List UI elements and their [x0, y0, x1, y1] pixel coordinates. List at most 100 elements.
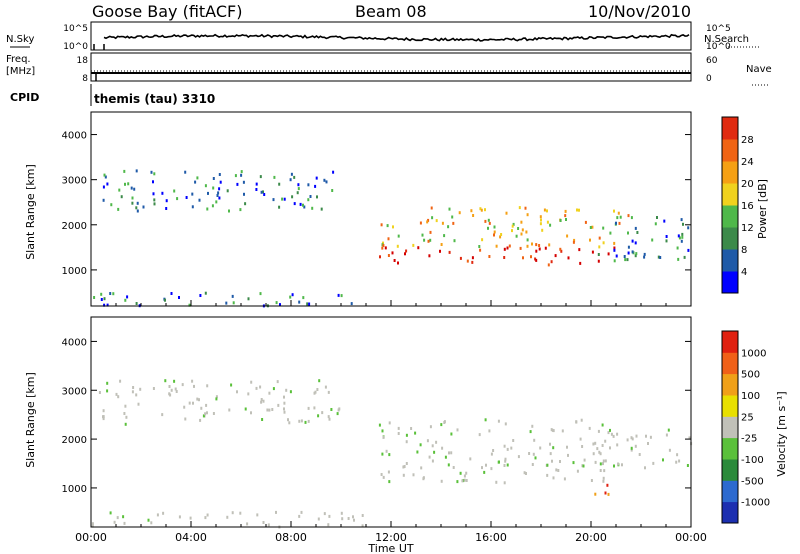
colorbar-cell	[722, 183, 738, 206]
scatter-cell	[452, 221, 455, 225]
scatter-cell	[572, 461, 575, 465]
scatter-cell	[300, 419, 303, 423]
scatter-cell	[557, 469, 560, 472]
scatter-cell	[609, 446, 611, 450]
scatter-cell	[532, 452, 535, 456]
colorbar-tick-label: 20	[741, 179, 754, 190]
scatter-cell	[402, 465, 405, 469]
scatter-cell	[91, 522, 94, 526]
freq-tick-bottom: 8	[82, 74, 88, 84]
colorbar-tick-label: 24	[741, 157, 754, 168]
scatter-cell	[278, 182, 281, 186]
scatter-cell	[150, 521, 153, 525]
scatter-cell	[262, 190, 264, 194]
scatter-cell	[504, 459, 507, 463]
scatter-cell	[635, 434, 638, 438]
scatter-cell	[627, 231, 629, 235]
scatter-cell	[630, 446, 633, 450]
scatter-cell	[341, 517, 344, 521]
noise-tick-right-bottom: 10^0	[706, 42, 731, 52]
velocity-colorbar: -1000 -500 -100 -25 25 100 500 1000	[721, 330, 770, 524]
scatter-cell	[552, 429, 555, 433]
scatter-cell	[490, 452, 493, 456]
scatter-cell	[621, 463, 623, 467]
scatter-cell	[427, 239, 430, 243]
scatter-cell	[535, 258, 538, 262]
scatter-cell	[281, 197, 284, 201]
scatter-cell	[405, 433, 408, 437]
scatter-cell	[306, 302, 309, 306]
scatter-cell	[638, 453, 641, 456]
scatter-cell	[589, 226, 592, 229]
scatter-cell	[268, 391, 271, 395]
scatter-cell	[262, 399, 265, 403]
scatter-cell	[261, 418, 264, 421]
colorbar-cell	[722, 331, 738, 353]
scatter-cell	[522, 256, 524, 260]
scatter-cell	[594, 441, 597, 445]
scatter-cell	[150, 170, 153, 174]
colorbar-cell	[722, 139, 738, 162]
scatter-cell	[153, 202, 156, 206]
scatter-cell	[580, 418, 583, 422]
scatter-cell	[552, 476, 555, 480]
scatter-cell	[599, 469, 602, 472]
scatter-cell	[212, 186, 215, 190]
scatter-cell	[255, 182, 258, 186]
scatter-cell	[448, 207, 451, 211]
scatter-cell	[531, 424, 534, 428]
scatter-cell	[618, 221, 621, 225]
scatter-cell	[588, 426, 591, 430]
scatter-cell	[104, 175, 107, 179]
scatter-cell	[493, 233, 495, 237]
colorbar-tick-label: -500	[741, 476, 764, 487]
y-tick-label: 4000	[62, 337, 87, 348]
scatter-cell	[278, 205, 281, 209]
scatter-cell	[651, 238, 654, 242]
colorbar-cell	[722, 117, 738, 140]
nsky-dropouts	[93, 44, 105, 50]
scatter-cell	[549, 452, 552, 456]
scatter-cell	[226, 189, 229, 193]
scatter-cell	[382, 435, 385, 439]
scatter-cell	[387, 237, 390, 241]
scatter-cell	[656, 216, 658, 219]
scatter-cell	[428, 254, 431, 258]
scatter-cell	[601, 444, 604, 447]
scatter-cell	[162, 511, 165, 515]
colorbar-tick-label: 1000	[741, 348, 766, 359]
scatter-cell	[530, 255, 532, 259]
scatter-cell	[142, 205, 145, 209]
x-tick-label: 00:00	[675, 531, 707, 544]
scatter-cell	[217, 191, 220, 195]
scatter-cell	[250, 380, 253, 384]
scatter-cell	[682, 222, 684, 226]
velocity-heatmap	[91, 379, 693, 529]
scatter-cell	[624, 258, 627, 262]
power-y-axis: 1000 2000 3000 4000	[62, 131, 691, 277]
scatter-cell	[189, 516, 192, 520]
scatter-cell	[630, 448, 633, 452]
scatter-cell	[598, 236, 601, 240]
scatter-cell	[215, 200, 218, 204]
scatter-cell	[447, 225, 450, 229]
scatter-cell	[484, 208, 486, 212]
scatter-cell	[174, 387, 177, 391]
scatter-cell	[340, 511, 343, 515]
scatter-cell	[505, 211, 508, 215]
scatter-cell	[244, 407, 247, 411]
freq-label: Freq.	[6, 54, 31, 65]
scatter-cell	[540, 218, 542, 222]
scatter-cell	[361, 514, 364, 517]
scatter-cell	[453, 239, 456, 243]
scatter-cell	[313, 391, 316, 395]
scatter-cell	[579, 437, 582, 441]
scatter-cell	[100, 292, 103, 296]
scatter-cell	[686, 464, 689, 467]
x-tick-label: 08:00	[275, 531, 307, 544]
scatter-cell	[206, 411, 208, 415]
scatter-cell	[417, 246, 420, 250]
scatter-cell	[510, 446, 513, 450]
scatter-cell	[581, 464, 584, 468]
scatter-cell	[520, 220, 523, 224]
